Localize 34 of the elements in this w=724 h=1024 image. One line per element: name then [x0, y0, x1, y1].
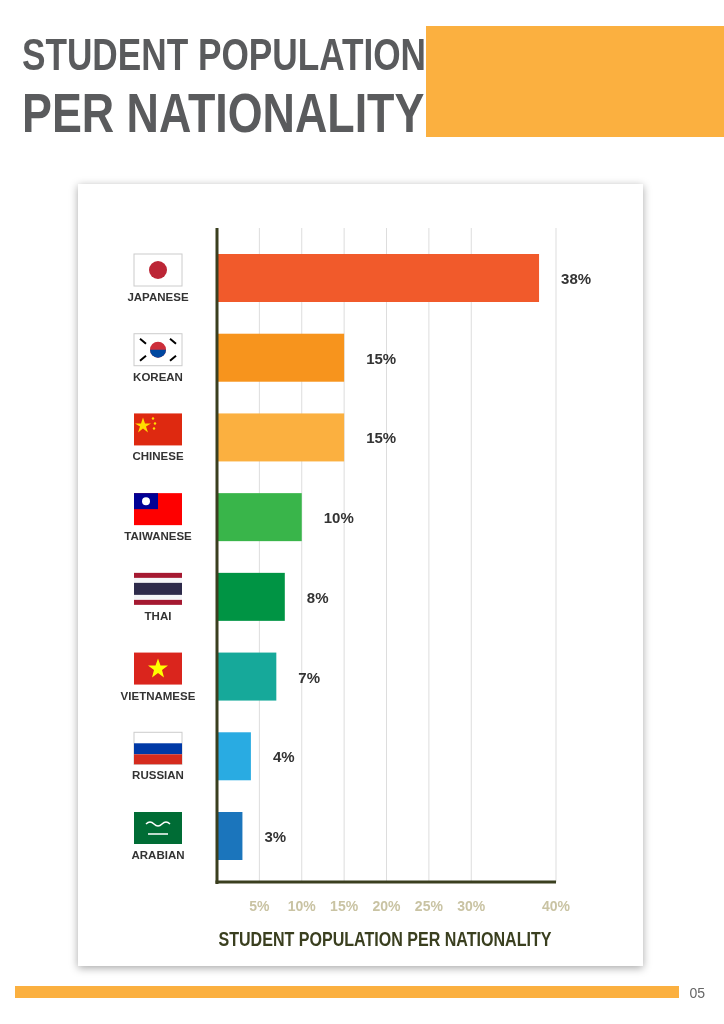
bar [217, 333, 345, 382]
bar [217, 652, 277, 701]
data-label: 7% [298, 668, 321, 686]
bar [217, 254, 540, 302]
data-label: 15% [366, 429, 397, 447]
y-tick-label: THAI [144, 609, 172, 622]
bar [217, 413, 345, 462]
x-tick-label: 25% [414, 898, 444, 914]
bar [217, 493, 302, 542]
y-tick-label: ARABIAN [131, 849, 185, 861]
data-label: 38% [561, 270, 592, 287]
x-tick-label: 30% [457, 898, 486, 914]
data-label: 10% [323, 509, 354, 527]
y-tick-label: VIETNAMESE [120, 689, 196, 702]
x-tick-label: 40% [541, 898, 571, 914]
y-tick-label: JAPANESE [127, 291, 189, 303]
data-label: 4% [272, 748, 295, 766]
y-tick-label: KOREAN [133, 370, 183, 383]
bar [217, 812, 243, 860]
chart-title: STUDENT POPULATION PER NATIONALITY [22, 30, 426, 145]
x-tick-label: 5% [249, 898, 271, 914]
bar [217, 732, 251, 781]
bar [217, 572, 285, 621]
x-tick-label: 20% [372, 898, 402, 914]
y-tick-label: TAIWANESE [124, 530, 193, 543]
text: 05 [689, 985, 706, 1001]
x-axis-title: STUDENT POPULATION PER NATIONALITY [218, 927, 655, 950]
x-tick-label: 10% [287, 898, 317, 914]
y-tick-label: RUSSIAN [132, 769, 184, 782]
data-label: 8% [306, 588, 329, 606]
x-tick-label: 15% [330, 898, 359, 914]
data-label: 3% [264, 828, 287, 845]
data-label: 15% [366, 349, 397, 367]
y-tick-label: CHINESE [132, 450, 184, 463]
